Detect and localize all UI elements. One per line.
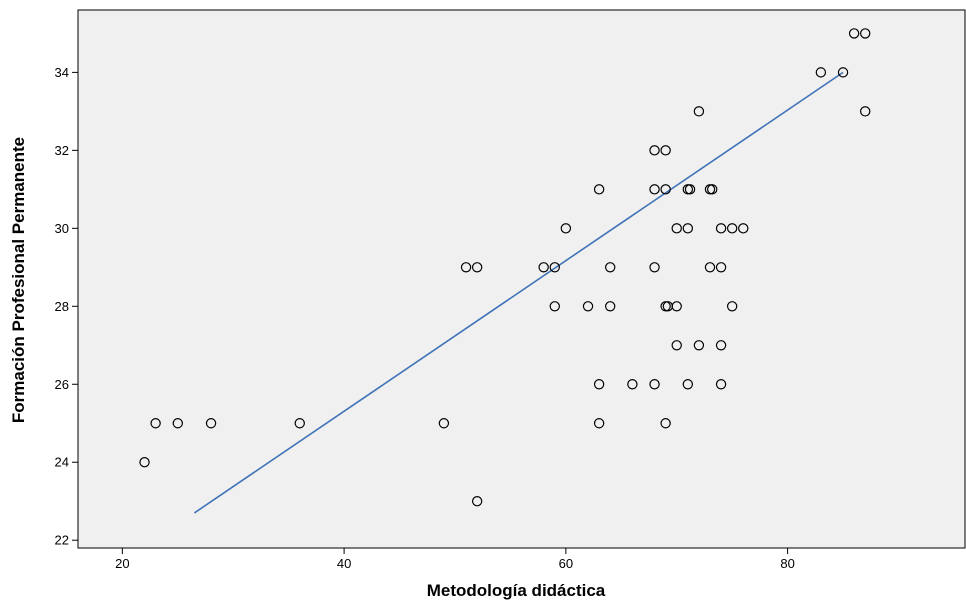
data-point (471, 262, 483, 273)
data-point (593, 379, 605, 390)
y-axis: 22 24 26 28 30 32 34 (55, 65, 78, 548)
data-point (726, 301, 738, 312)
y-tick-label: 30 (55, 221, 69, 236)
x-axis: 20 40 60 80 (115, 548, 795, 571)
data-point (693, 340, 705, 351)
data-point (460, 262, 472, 273)
x-tick-label: 60 (559, 556, 573, 571)
data-point (139, 457, 150, 468)
data-point (837, 67, 849, 78)
data-point (693, 106, 705, 117)
data-point (294, 418, 305, 429)
data-point (671, 301, 682, 312)
data-point (538, 262, 549, 273)
data-point (593, 184, 605, 195)
y-tick-label: 32 (55, 143, 69, 158)
data-point (549, 301, 560, 312)
data-point (704, 262, 716, 273)
data-point (815, 67, 827, 78)
data-point (649, 379, 660, 390)
data-point (671, 223, 682, 234)
fit-line (193, 71, 844, 514)
x-tick-label: 40 (337, 556, 351, 571)
data-point (715, 223, 727, 234)
data-point (684, 184, 696, 195)
data-point (649, 262, 660, 273)
x-tick-label: 80 (780, 556, 794, 571)
data-point (715, 340, 727, 351)
data-point (150, 418, 161, 429)
data-point (860, 28, 871, 39)
data-point (560, 223, 572, 234)
y-tick-label: 22 (55, 533, 69, 548)
y-tick-label: 34 (55, 65, 69, 80)
data-point (682, 223, 694, 234)
data-point (707, 184, 718, 195)
y-tick-label: 24 (55, 455, 69, 470)
data-point (593, 418, 605, 429)
data-point (205, 418, 217, 429)
data-point (671, 340, 682, 351)
data-point (582, 301, 594, 312)
plot-area (77, 9, 966, 549)
data-point (438, 418, 450, 429)
data-point (726, 223, 738, 234)
data-point (471, 496, 483, 507)
x-tick-label: 20 (115, 556, 129, 571)
data-point (738, 223, 749, 234)
points-layer (139, 28, 871, 507)
y-axis-title: Formación Profesional Permanente (9, 137, 28, 423)
y-tick-label: 26 (55, 377, 69, 392)
y-tick-label: 28 (55, 299, 69, 314)
data-point (649, 145, 660, 156)
data-point (682, 379, 694, 390)
data-point (172, 418, 183, 429)
data-point (605, 262, 616, 273)
x-axis-title: Metodología didáctica (427, 581, 606, 600)
data-point (660, 145, 671, 156)
data-point (660, 418, 671, 429)
data-point (605, 301, 616, 312)
data-point (549, 262, 560, 273)
fit-line-layer (193, 71, 844, 514)
data-point (660, 184, 671, 195)
data-point (715, 262, 727, 273)
data-point (649, 184, 660, 195)
data-point (848, 28, 860, 39)
data-point (860, 106, 871, 117)
data-point (627, 379, 638, 390)
data-point (715, 379, 727, 390)
